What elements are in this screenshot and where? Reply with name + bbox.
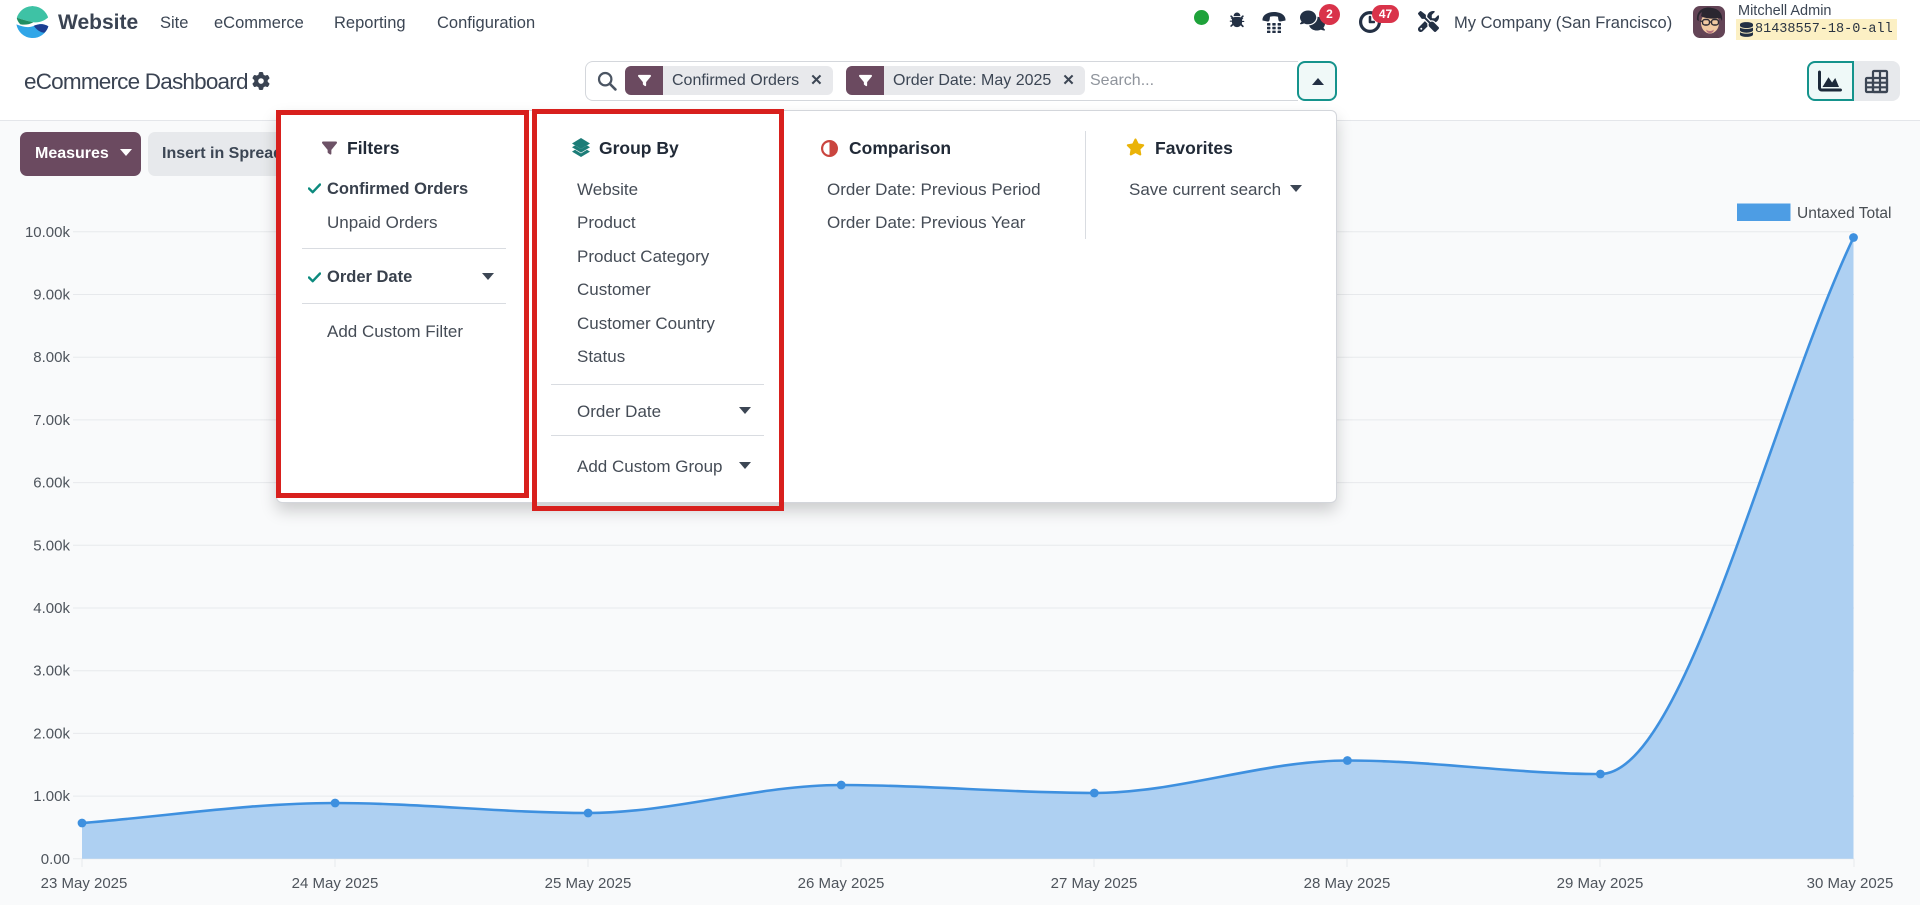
svg-text:1.00k: 1.00k bbox=[33, 788, 70, 805]
svg-text:23 May 2025: 23 May 2025 bbox=[41, 875, 128, 892]
svg-text:28 May 2025: 28 May 2025 bbox=[1304, 875, 1391, 892]
svg-text:8.00k: 8.00k bbox=[33, 349, 70, 366]
svg-text:30 May 2025: 30 May 2025 bbox=[1807, 875, 1894, 892]
svg-text:29 May 2025: 29 May 2025 bbox=[1557, 875, 1644, 892]
svg-text:5.00k: 5.00k bbox=[33, 537, 70, 554]
svg-text:24 May 2025: 24 May 2025 bbox=[292, 875, 379, 892]
svg-text:9.00k: 9.00k bbox=[33, 287, 70, 304]
svg-text:25 May 2025: 25 May 2025 bbox=[545, 875, 632, 892]
svg-text:7.00k: 7.00k bbox=[33, 412, 70, 429]
svg-text:26 May 2025: 26 May 2025 bbox=[798, 875, 885, 892]
svg-text:27 May 2025: 27 May 2025 bbox=[1051, 875, 1138, 892]
svg-text:10.00k: 10.00k bbox=[25, 224, 71, 241]
svg-text:0.00: 0.00 bbox=[41, 851, 70, 868]
svg-text:4.00k: 4.00k bbox=[33, 600, 70, 617]
svg-text:Untaxed Total: Untaxed Total bbox=[1797, 205, 1892, 222]
svg-text:6.00k: 6.00k bbox=[33, 475, 70, 492]
svg-text:3.00k: 3.00k bbox=[33, 663, 70, 680]
svg-text:2.00k: 2.00k bbox=[33, 725, 70, 742]
